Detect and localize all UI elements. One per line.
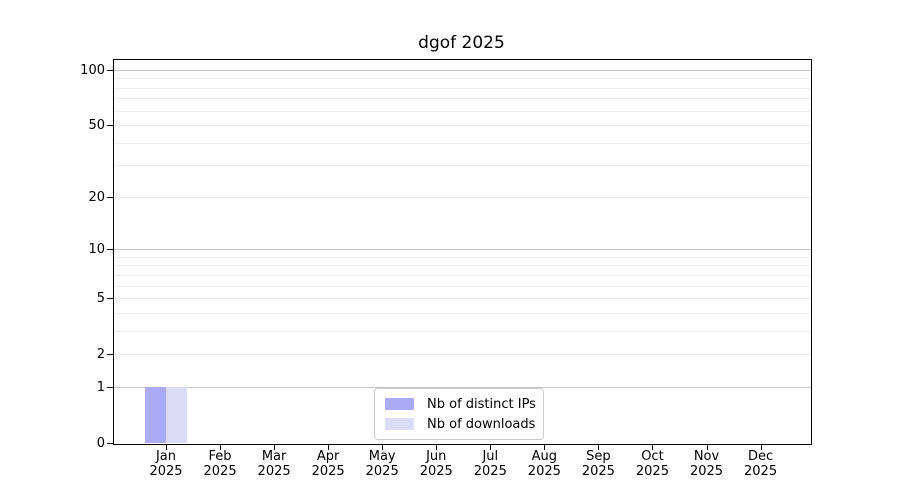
- y-axis-tick: [107, 298, 113, 300]
- x-axis-tick: [652, 444, 654, 450]
- y-axis-tick-label: 20: [88, 189, 105, 205]
- gridline-minor: [114, 265, 811, 267]
- y-axis-tick-label: 10: [88, 242, 105, 258]
- x-axis-tick: [274, 444, 276, 450]
- plot-area: 0 1 2 5 10 20 50 100 Jan 2025 Feb 2025 Mar 2025 Apr 202…: [80, 59, 812, 479]
- gridline-minor: [114, 142, 811, 144]
- gridline-minor: [114, 285, 811, 287]
- x-axis-tick-label: Jan 2025: [149, 449, 183, 479]
- x-axis-tick-label: Dec 2025: [744, 449, 778, 479]
- x-axis-tick-label: Jun 2025: [419, 449, 453, 479]
- y-axis-tick: [107, 443, 113, 444]
- gridline-minor: [114, 78, 811, 80]
- x-axis-tick-label: Oct 2025: [635, 449, 669, 479]
- y-axis-tick: [107, 386, 113, 388]
- gridline-minor: [114, 87, 811, 89]
- legend-item-distinct-ips: Nb of distinct IPs: [385, 394, 536, 414]
- y-axis-tick-label: 5: [96, 291, 105, 307]
- legend: Nb of distinct IPs Nb of downloads: [374, 388, 544, 440]
- gridline-major: [114, 69, 811, 71]
- y-axis-tick: [107, 354, 113, 356]
- gridline-minor: [114, 312, 811, 314]
- bar-distinct-ips-jan: [145, 386, 166, 443]
- chart-title: dgof 2025: [418, 33, 505, 53]
- x-axis-tick-label: Feb 2025: [203, 449, 237, 479]
- x-axis-tick: [220, 444, 222, 450]
- y-axis-tick-label: 100: [80, 62, 105, 78]
- bar-downloads-jan: [166, 386, 187, 443]
- legend-swatch-downloads-icon: [385, 418, 414, 430]
- x-axis-tick: [706, 444, 708, 450]
- x-axis-tick: [490, 444, 492, 450]
- x-axis-tick-label: Aug 2025: [527, 449, 561, 479]
- legend-swatch-distinct-ips-icon: [385, 398, 414, 410]
- gridline-minor: [114, 98, 811, 100]
- gridline-minor: [114, 274, 811, 276]
- gridline-minor: [114, 256, 811, 258]
- x-axis-tick: [382, 444, 384, 450]
- x-axis-tick-label: Mar 2025: [257, 449, 291, 479]
- gridline-minor: [114, 125, 811, 127]
- x-axis-tick: [328, 444, 330, 450]
- legend-label-downloads: Nb of downloads: [427, 416, 536, 432]
- gridline-major: [114, 249, 811, 251]
- gridline-minor: [114, 298, 811, 300]
- y-axis-tick-label: 0: [96, 436, 105, 451]
- x-axis-tick: [544, 444, 546, 450]
- x-axis-tick-label: Apr 2025: [311, 449, 345, 479]
- gridline-minor: [114, 330, 811, 332]
- gridline-minor: [114, 165, 811, 167]
- y-axis-tick: [107, 69, 113, 71]
- gridline-minor: [114, 354, 811, 356]
- y-axis-tick: [107, 125, 113, 127]
- x-axis-tick-label: May 2025: [365, 449, 399, 479]
- x-axis-tick-label: Jul 2025: [473, 449, 507, 479]
- gridline-major: [114, 386, 811, 388]
- gridline-minor: [114, 110, 811, 112]
- gridline-minor: [114, 196, 811, 198]
- x-axis-tick: [760, 444, 762, 450]
- x-axis-tick-label: Sep 2025: [581, 449, 615, 479]
- y-axis-tick: [107, 196, 113, 198]
- x-axis-tick: [598, 444, 600, 450]
- y-axis-tick-label: 50: [88, 118, 105, 134]
- x-axis-tick-label: Nov 2025: [689, 449, 724, 479]
- legend-label-distinct-ips: Nb of distinct IPs: [427, 396, 536, 412]
- y-axis-tick-label: 2: [96, 347, 105, 363]
- y-axis-tick: [107, 249, 113, 251]
- legend-item-downloads: Nb of downloads: [385, 414, 536, 434]
- x-axis-tick: [166, 444, 167, 450]
- y-axis-tick-label: 1: [96, 379, 105, 395]
- x-axis-tick: [436, 444, 438, 450]
